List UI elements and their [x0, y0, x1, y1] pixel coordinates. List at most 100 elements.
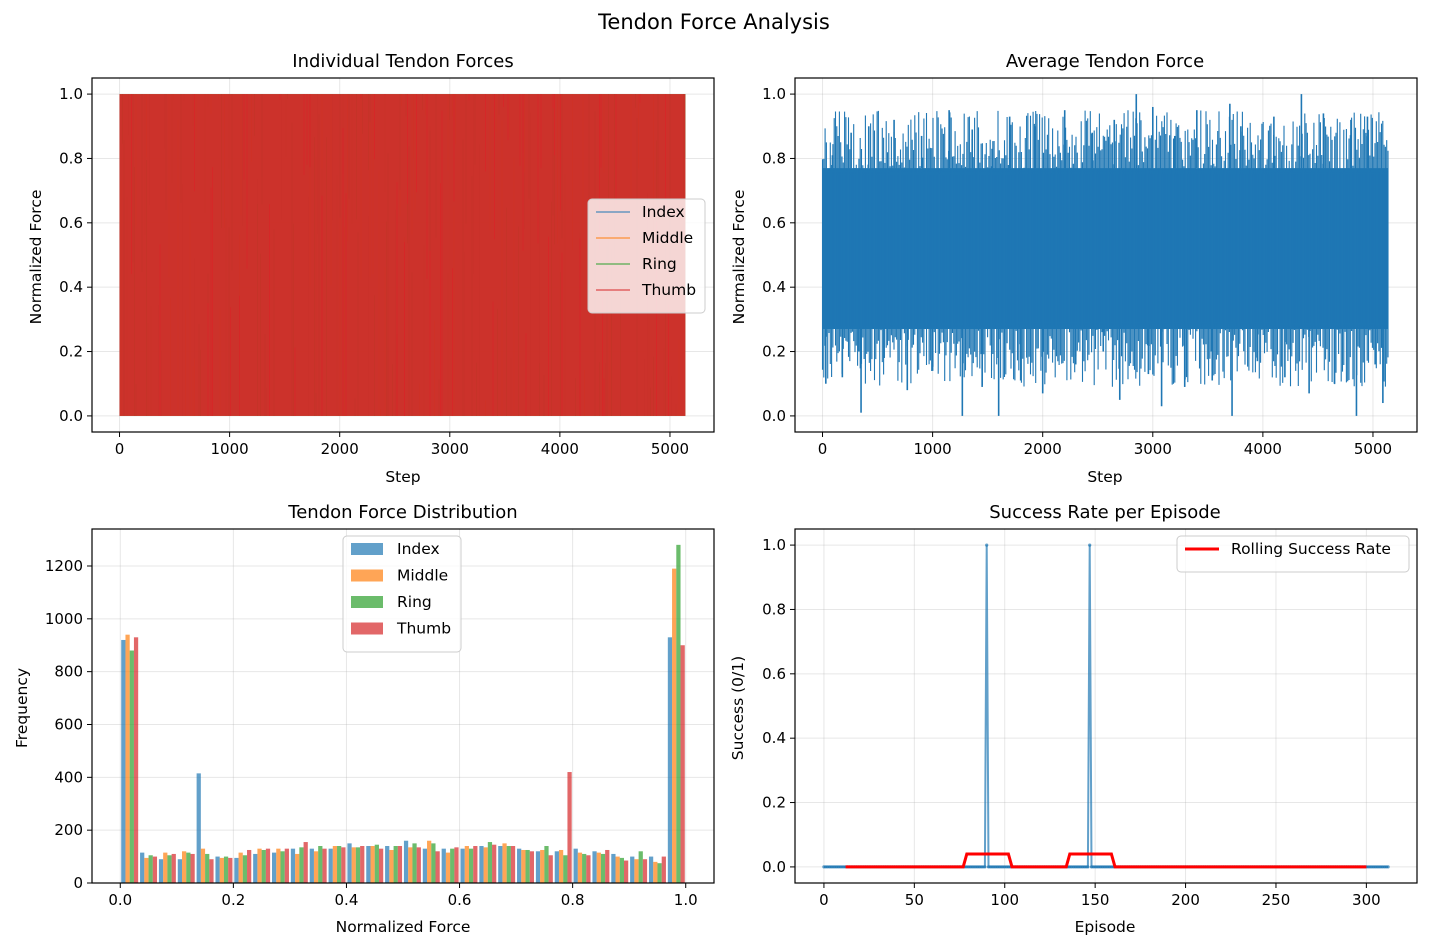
x-tick-label: 2000	[1024, 440, 1062, 458]
histogram-bar	[374, 844, 379, 883]
histogram-bar	[313, 851, 319, 883]
histogram-bar	[521, 849, 526, 883]
histogram-bar	[548, 855, 553, 883]
histogram-bar	[295, 853, 300, 883]
legend-box	[1176, 535, 1410, 573]
histogram-bar	[479, 846, 484, 883]
y-tick-label: 0.4	[762, 729, 786, 747]
histogram-bar	[416, 847, 421, 883]
histogram-bar	[272, 852, 277, 883]
panel-title: Tendon Force Distribution	[287, 502, 517, 523]
histogram-bar	[460, 848, 465, 883]
histogram-bar	[133, 637, 139, 883]
histogram-bar	[672, 568, 677, 883]
histogram-bar	[427, 840, 432, 883]
histogram-bar	[619, 857, 624, 883]
histogram-bar	[253, 853, 258, 883]
histogram-bar	[397, 846, 403, 883]
series-thumb	[133, 637, 685, 883]
axes-frame	[794, 77, 1418, 433]
histogram-bar	[468, 848, 474, 883]
histogram-bar	[276, 848, 281, 883]
x-tick-label: 5000	[1354, 440, 1392, 458]
histogram-bar	[667, 637, 673, 883]
panel-individual-tendon-forces: Individual Tendon Forces Step Normalized…	[27, 51, 715, 486]
y-tick-label: 0.2	[762, 343, 786, 361]
histogram-bar	[403, 840, 409, 883]
histogram-bar	[378, 848, 384, 883]
histogram-bar	[393, 846, 398, 883]
histogram-bar	[529, 851, 534, 883]
histogram-bar	[661, 856, 666, 883]
y-tick-label: 400	[54, 768, 83, 786]
success-line	[823, 545, 1389, 868]
legend-box	[587, 198, 706, 314]
legend: Index Middle Ring Thumb	[342, 535, 462, 653]
axes-frame	[91, 528, 715, 884]
grid	[92, 529, 714, 884]
histogram-bar	[280, 851, 285, 883]
x-axis-label: Step	[1087, 468, 1122, 486]
legend-label: Middle	[642, 229, 693, 247]
y-tick-label: 800	[54, 663, 83, 681]
success-marker	[1386, 865, 1390, 869]
histogram-bar	[431, 843, 436, 883]
ticks: 0 50 100 150 200 250 300 0.0 0.2 0.4 0.6 0.8 1.0	[762, 536, 1381, 909]
histogram-bar	[408, 847, 413, 883]
histogram-bar	[535, 851, 541, 883]
legend-label: Middle	[397, 567, 448, 585]
series-index	[121, 637, 673, 883]
histogram-bar	[318, 846, 323, 883]
y-tick-label: 0.8	[59, 149, 83, 167]
histogram-bar	[148, 855, 153, 883]
y-axis-label: Success (0/1)	[729, 656, 747, 760]
y-tick-label: 0.8	[762, 149, 786, 167]
histogram-bar	[167, 855, 172, 883]
y-tick-label: 200	[54, 821, 83, 839]
histogram-bar	[680, 645, 685, 883]
histogram-bar	[624, 860, 629, 883]
histogram-bar	[247, 849, 252, 883]
success-marker	[983, 865, 987, 869]
x-tick-label: 3000	[1134, 440, 1172, 458]
ticks: 0 1000 2000 3000 4000 5000 0.0 0.2 0.4 0.6 0.8 1.0	[762, 85, 1392, 458]
histogram-bar	[370, 846, 375, 883]
histogram-bar	[238, 852, 243, 883]
x-tick-label: 4000	[541, 440, 579, 458]
x-tick-label: 100	[990, 891, 1019, 909]
histogram-bar	[257, 848, 262, 883]
panel-average-tendon-force: Average Tendon Force Step Normalized For…	[730, 51, 1418, 486]
histogram-bar	[140, 852, 145, 883]
histogram-bar	[223, 856, 229, 883]
histogram-bar	[347, 843, 352, 883]
legend-label: Thumb	[641, 281, 696, 299]
histogram-bar	[510, 846, 516, 883]
histogram-bar	[600, 853, 606, 883]
histogram-bar	[648, 856, 654, 883]
x-tick-label: 5000	[651, 440, 689, 458]
histogram-bar	[506, 846, 511, 883]
y-tick-label: 0	[73, 874, 83, 892]
x-tick-label: 0.6	[448, 891, 472, 909]
x-axis-label: Episode	[1075, 918, 1136, 936]
x-tick-label: 1000	[914, 440, 952, 458]
legend-label: Thumb	[396, 620, 451, 638]
legend-label: Ring	[642, 255, 677, 273]
histogram-bar	[182, 851, 187, 883]
x-tick-label: 2000	[321, 440, 359, 458]
x-tick-label: 1.0	[674, 891, 698, 909]
plot-area	[822, 543, 1390, 869]
legend-swatch	[351, 622, 383, 635]
histogram-bar	[540, 849, 545, 883]
histogram-bar	[454, 847, 459, 883]
histogram-bar	[152, 856, 158, 883]
histogram-bar	[558, 849, 564, 883]
histogram-bar	[171, 853, 176, 883]
panel-title: Individual Tendon Forces	[292, 51, 513, 72]
histogram-bar	[642, 859, 648, 883]
histogram-bar	[582, 853, 587, 883]
histogram-bar	[483, 847, 488, 883]
legend-label: Index	[397, 540, 440, 558]
histogram-bar	[653, 861, 658, 883]
